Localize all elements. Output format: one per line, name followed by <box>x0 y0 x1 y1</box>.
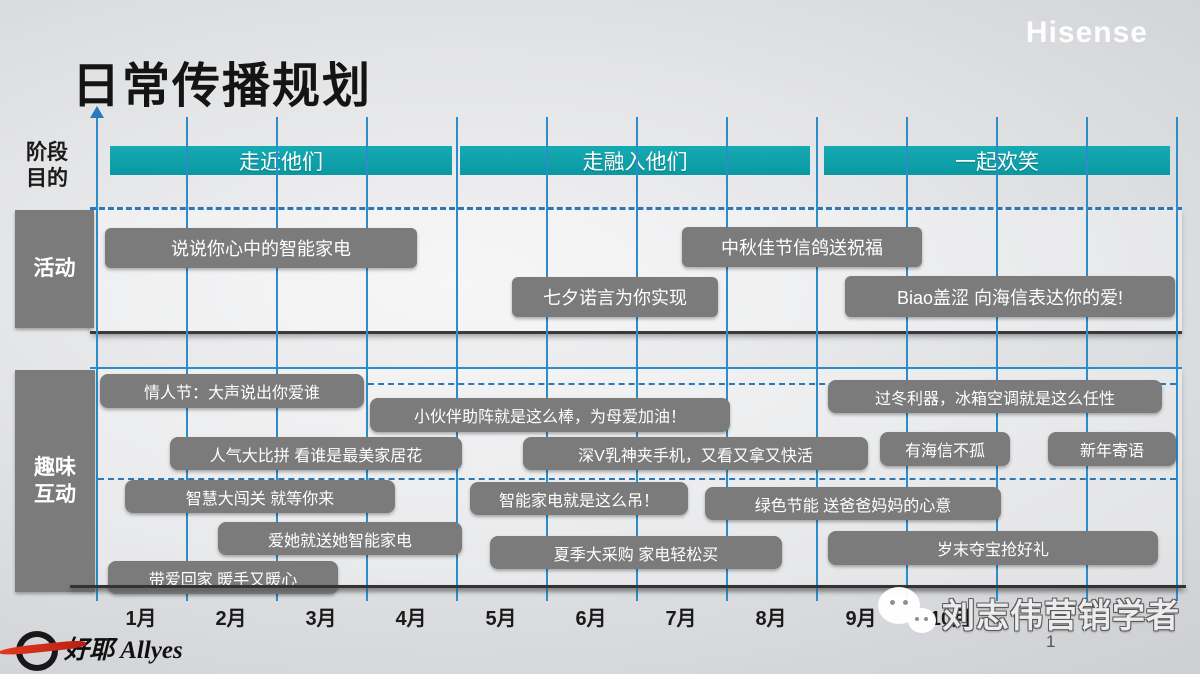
campaign-box-winter-gear: 过冬利器，冰箱空调就是这么任性 <box>828 380 1162 413</box>
campaign-box-valentines: 情人节：大声说出你爱谁 <box>100 374 364 408</box>
campaign-box-love-home: 带爱回家 暖手又暖心 <box>108 561 338 594</box>
campaign-box-smart-appliance-talk: 说说你心中的智能家电 <box>105 228 417 268</box>
campaign-box-gift-for-her: 爱她就送她智能家电 <box>218 522 462 555</box>
wechat-bubble-small <box>908 608 936 633</box>
month-axis-line <box>70 585 1186 588</box>
watermark: 刘志伟营销学者 <box>876 584 1180 642</box>
campaign-box-mid-autumn: 中秋佳节信鸽送祝福 <box>682 227 922 267</box>
month-label-7: 7月 <box>665 608 697 630</box>
month-label-10: 10月 <box>929 608 973 630</box>
campaign-box-summer-shopping: 夏季大采购 家电轻松买 <box>490 536 782 569</box>
campaign-box-popularity-contest: 人气大比拼 看谁是最美家居花 <box>170 437 462 470</box>
page-title: 日常传播规划 <box>72 60 373 113</box>
watermark-text: 刘志伟营销学者 <box>942 597 1180 634</box>
campaign-box-mothers-day: 小伙伴助阵就是这么棒，为母爱加油！ <box>370 398 730 432</box>
month-gridlines <box>96 117 1179 601</box>
campaign-box-qixi-promise: 七夕诺言为你实现 <box>512 277 718 317</box>
month-label-4: 4月 <box>395 608 427 630</box>
section-label-activities: 活动 <box>15 210 94 328</box>
campaign-box-deep-v-phone: 深V乳神夹手机，又看又拿又快活 <box>523 437 868 470</box>
month-label-9: 9月 <box>845 608 877 630</box>
y-axis-arrow-icon <box>90 106 104 118</box>
campaign-box-green-energy: 绿色节能 送爸爸妈妈的心意 <box>705 487 1001 520</box>
month-label-2: 2月 <box>215 608 247 630</box>
allyes-logo: 好耶 Allyes <box>0 630 183 671</box>
allyes-logo-icon <box>0 631 87 671</box>
campaign-box-wisdom-challenge: 智慧大闯关 就等你来 <box>125 480 395 513</box>
wechat-icon <box>876 584 942 642</box>
month-label-5: 5月 <box>485 608 517 630</box>
month-label-8: 8月 <box>755 608 787 630</box>
month-label-3: 3月 <box>305 608 337 630</box>
page-number: 1 <box>1046 632 1056 651</box>
campaign-box-not-lonely: 有海信不孤 <box>880 432 1010 466</box>
section-label-fun-interaction: 趣味 互动 <box>15 370 95 592</box>
month-label-1: 1月 <box>125 608 157 630</box>
phase-axis-label: 阶段 目的 <box>26 141 68 191</box>
dashed-guide-line <box>368 383 1176 385</box>
campaign-box-appliance-cool: 智能家电就是这么吊！ <box>470 482 688 515</box>
dashed-guide-line <box>98 478 1176 480</box>
allyes-logo-text: 好耶 Allyes <box>64 637 183 664</box>
month-label-6: 6月 <box>575 608 607 630</box>
campaign-box-biao-love: Biao盖涩 向海信表达你的爱! <box>845 276 1175 317</box>
campaign-box-new-year-message: 新年寄语 <box>1048 432 1176 466</box>
hisense-logo: Hisense <box>1025 16 1148 49</box>
campaign-box-year-end-treasure: 岁末夺宝抢好礼 <box>828 531 1158 565</box>
